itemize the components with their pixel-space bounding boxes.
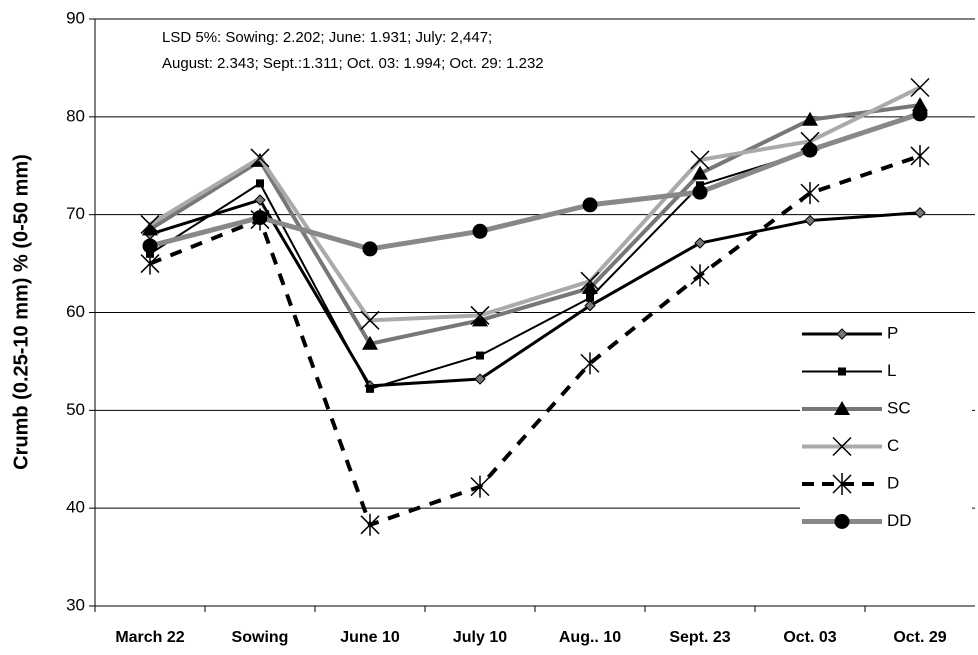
data-point <box>360 310 380 330</box>
data-point <box>800 182 820 205</box>
y-tick-label: 40 <box>66 498 85 517</box>
series-line <box>148 103 921 346</box>
annotation: August: 2.343; Sept.:1.311; Oct. 03: 1.9… <box>162 55 544 72</box>
data-point <box>252 210 268 226</box>
data-point <box>694 237 706 249</box>
data-point <box>692 165 708 180</box>
y-tick-label: 60 <box>66 302 85 321</box>
data-point <box>140 214 160 234</box>
data-point <box>580 352 600 375</box>
legend-label: DD <box>887 511 912 530</box>
series-line <box>148 85 921 323</box>
data-point <box>582 280 598 295</box>
x-tick-label: Sowing <box>232 629 289 646</box>
legend-marker <box>832 436 852 457</box>
data-point <box>802 142 818 158</box>
data-point <box>142 238 158 254</box>
data-point <box>802 111 818 126</box>
legend-label: P <box>887 323 898 342</box>
y-tick-label: 30 <box>66 595 85 614</box>
annotation: LSD 5%: Sowing: 2.202; June: 1.931; July… <box>162 29 492 46</box>
legend-label: C <box>887 436 899 455</box>
data-point <box>470 305 490 325</box>
data-point <box>360 513 380 536</box>
y-tick-label: 80 <box>66 106 85 125</box>
x-tick-label: Oct. 03 <box>783 629 836 646</box>
data-point <box>254 194 266 206</box>
data-point <box>690 264 710 287</box>
legend-marker <box>838 367 846 376</box>
data-point <box>362 335 378 350</box>
data-point <box>140 252 160 275</box>
data-point <box>472 312 488 327</box>
data-point <box>366 384 374 393</box>
data-point <box>476 351 484 360</box>
x-tick-label: Oct. 29 <box>893 629 946 646</box>
legend-marker <box>832 473 852 495</box>
data-point <box>914 207 926 219</box>
y-axis-label: Crumb (0.25-10 mm) % (0-50 mm) <box>10 154 32 470</box>
data-point <box>250 148 270 168</box>
x-tick-label: June 10 <box>340 629 400 646</box>
series-line <box>149 154 921 527</box>
data-point <box>690 150 710 170</box>
data-point <box>692 184 708 200</box>
legend-marker <box>836 328 848 340</box>
legend-label: SC <box>887 398 911 417</box>
data-point <box>470 475 490 498</box>
data-point <box>582 197 598 213</box>
data-point <box>362 241 378 257</box>
legend-label: D <box>887 473 899 492</box>
x-tick-label: July 10 <box>453 629 507 646</box>
series-line <box>149 198 921 388</box>
data-point <box>912 106 928 122</box>
y-tick-label: 50 <box>66 400 85 419</box>
x-tick-label: March 22 <box>115 629 184 646</box>
data-point <box>584 299 596 312</box>
x-tick-label: Sept. 23 <box>669 629 730 646</box>
data-point <box>910 77 930 98</box>
legend-marker <box>834 514 850 529</box>
data-point <box>586 293 594 302</box>
legend-marker <box>834 401 850 415</box>
data-point <box>580 271 600 291</box>
legend <box>800 322 972 552</box>
data-point <box>474 373 486 385</box>
data-point <box>910 144 930 167</box>
y-tick-label: 90 <box>66 8 85 27</box>
data-point <box>472 223 488 239</box>
legend-label: L <box>887 361 896 380</box>
data-point <box>804 214 816 227</box>
x-tick-label: Aug.. 10 <box>559 629 621 646</box>
y-tick-label: 70 <box>66 204 85 223</box>
series-line <box>149 111 921 252</box>
data-point <box>142 221 158 236</box>
data-point <box>256 179 264 188</box>
